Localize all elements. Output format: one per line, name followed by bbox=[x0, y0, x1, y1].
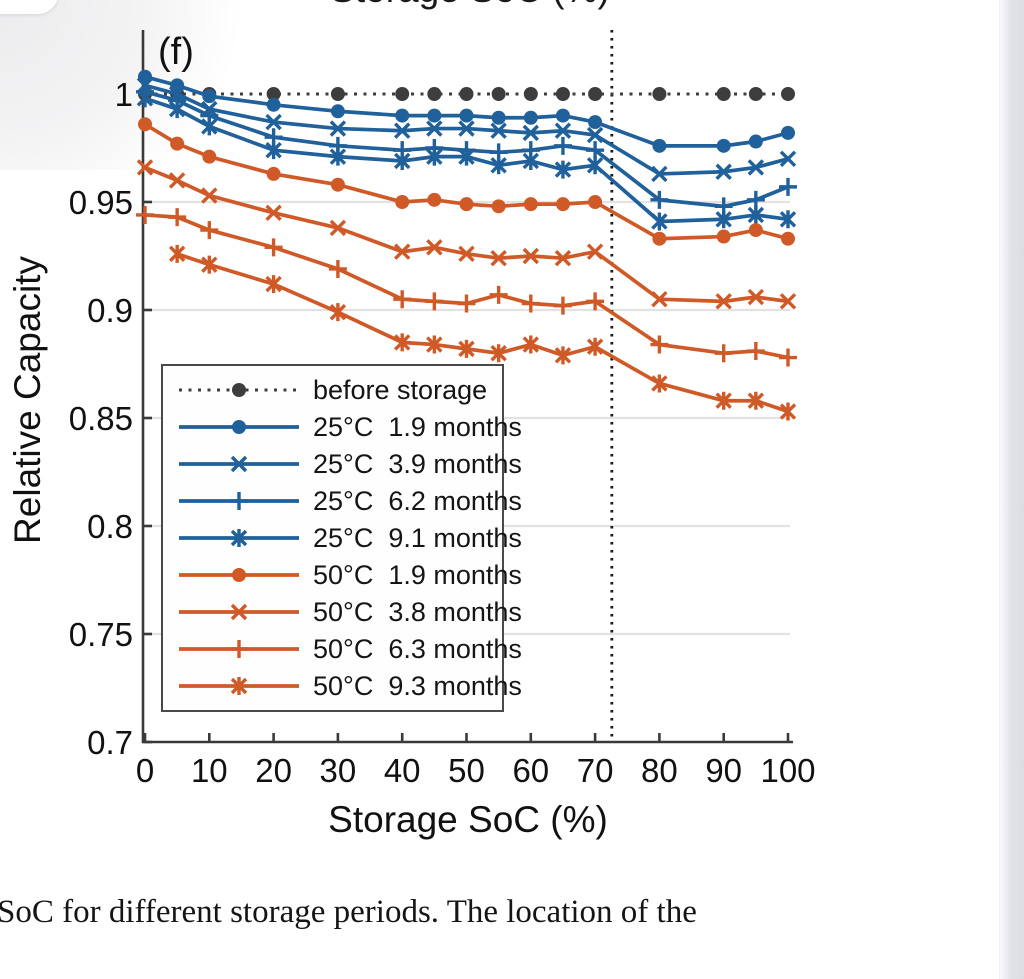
legend-label: 25°C 3.9 months bbox=[313, 448, 522, 479]
x-tick-label: 30 bbox=[320, 752, 357, 789]
legend-marker-sample bbox=[179, 383, 299, 397]
series-50-c-3.8-months bbox=[136, 159, 797, 310]
page-edge bbox=[999, 0, 1024, 979]
y-tick-label: 0.7 bbox=[87, 724, 133, 761]
legend-label: 25°C 9.1 months bbox=[313, 522, 522, 553]
legend-label: before storage bbox=[313, 374, 488, 405]
legend-marker-sample bbox=[179, 492, 299, 510]
series-25-c-1.9-months bbox=[138, 69, 795, 153]
legend-item: 25°C 9.1 months bbox=[175, 521, 522, 555]
legend-item: 50°C 3.8 months bbox=[175, 595, 522, 629]
legend-item: 50°C 9.3 months bbox=[175, 669, 522, 703]
legend-label: 50°C 1.9 months bbox=[313, 559, 522, 590]
y-tick-label: 0.85 bbox=[69, 400, 133, 437]
caption-text: SoC for different storage periods. The l… bbox=[0, 894, 697, 930]
legend-marker-sample bbox=[179, 603, 299, 621]
y-tick-label: 0.9 bbox=[87, 292, 133, 329]
legend-marker-sample bbox=[179, 640, 299, 658]
series-50-c-6.3-months bbox=[136, 205, 797, 367]
legend-item: 25°C 3.9 months bbox=[175, 447, 522, 481]
series-25-c-9.1-months bbox=[136, 89, 797, 231]
y-axis-label: Relative Capacity bbox=[7, 256, 48, 544]
x-tick-label: 40 bbox=[384, 752, 421, 789]
axes bbox=[141, 30, 793, 744]
capacity-vs-soc-chart: 0 10 20 30 40 50 60 70 80 90 100 0.7 0.75 0.8 0.85 0.9 0… bbox=[7, 30, 816, 840]
x-tick-label: 0 bbox=[136, 752, 154, 789]
data-series bbox=[136, 69, 797, 421]
legend-item: 50°C 1.9 months bbox=[175, 558, 522, 592]
chart-legend: before storage 25°C 1.9 months 25°C 3.9 mo… bbox=[161, 364, 522, 712]
page-corner-wash bbox=[0, 0, 260, 170]
cropped-axis-label-above: Storage SoC (%) bbox=[280, 0, 660, 11]
tick-labels: 0 10 20 30 40 50 60 70 80 90 100 0.7 0.75 0.8 0.85 0.9 0… bbox=[69, 76, 816, 789]
y-tick-label: 0.75 bbox=[69, 616, 133, 653]
x-tick-label: 70 bbox=[577, 752, 614, 789]
x-tick-label: 10 bbox=[191, 752, 228, 789]
legend-marker-sample bbox=[179, 677, 299, 695]
y-tick-label: 1 bbox=[115, 76, 133, 113]
series-50-c-1.9-months bbox=[138, 117, 795, 246]
series-25-c-3.9-months bbox=[136, 77, 797, 183]
x-tick-label: 20 bbox=[255, 752, 292, 789]
legend-label: 50°C 9.3 months bbox=[313, 670, 522, 701]
legend-label: 25°C 6.2 months bbox=[313, 485, 522, 516]
legend-marker-sample bbox=[179, 455, 299, 473]
overlay-card-corner bbox=[0, 0, 58, 14]
panel-label: (f) bbox=[158, 31, 194, 73]
legend-item: 50°C 6.3 months bbox=[175, 632, 522, 666]
x-axis-label: Storage SoC (%) bbox=[328, 799, 608, 840]
x-tick-label: 90 bbox=[705, 752, 742, 789]
series-50-c-9.3-months bbox=[168, 244, 797, 421]
x-tick-label: 60 bbox=[512, 752, 549, 789]
y-tick-label: 0.8 bbox=[87, 508, 133, 545]
x-tick-label: 100 bbox=[760, 752, 815, 789]
x-tick-label: 80 bbox=[641, 752, 678, 789]
legend-item: 25°C 6.2 months bbox=[175, 484, 522, 518]
legend-marker-sample bbox=[179, 529, 299, 547]
legend-marker-sample bbox=[179, 420, 299, 434]
legend-label: 25°C 1.9 months bbox=[313, 411, 522, 442]
legend-label: 50°C 6.3 months bbox=[313, 633, 522, 664]
legend-marker-sample bbox=[179, 568, 299, 582]
legend-item: 25°C 1.9 months bbox=[175, 410, 522, 444]
y-tick-label: 0.95 bbox=[69, 184, 133, 221]
chart-canvas: 0 10 20 30 40 50 60 70 80 90 100 0.7 0.75 0.8 0.85 0.9 0… bbox=[7, 30, 816, 840]
legend-item: before storage bbox=[175, 373, 502, 407]
legend-label: 50°C 3.8 months bbox=[313, 596, 522, 627]
x-tick-label: 50 bbox=[448, 752, 485, 789]
